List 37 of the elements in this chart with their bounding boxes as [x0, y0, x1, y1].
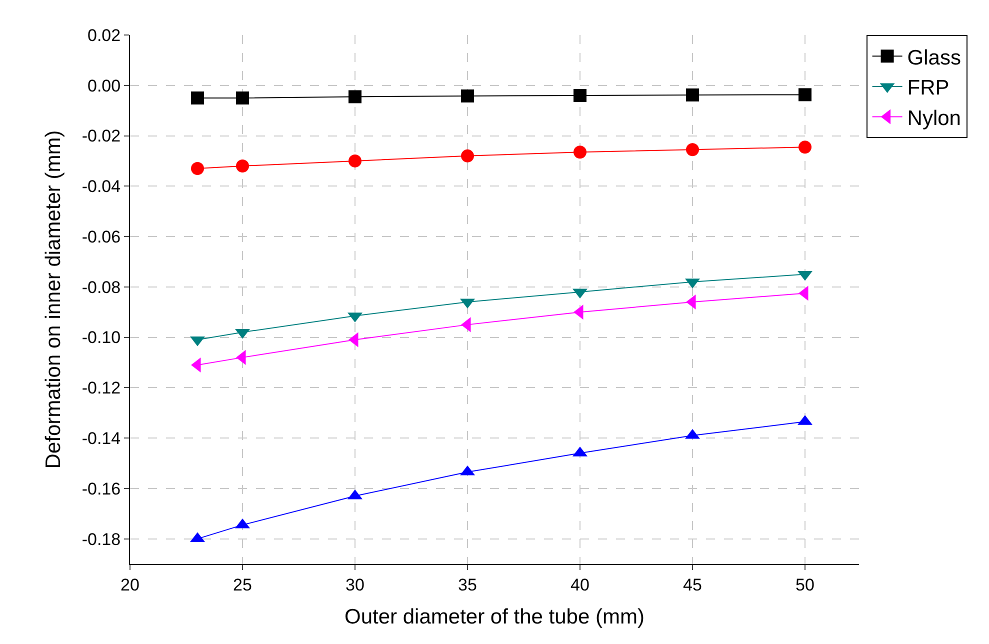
legend-label: Nylon: [907, 106, 961, 130]
point: [461, 89, 474, 102]
x-tick-label: 35: [458, 575, 477, 594]
y-tick-label: -0.04: [82, 177, 121, 196]
legend-label: FRP: [907, 76, 950, 100]
x-tick-label: 20: [120, 575, 140, 594]
point: [191, 162, 204, 176]
legend-label: Glass: [907, 46, 961, 70]
x-tick-label: 25: [233, 575, 252, 594]
point: [574, 88, 586, 102]
y-tick-label: 0.02: [88, 26, 121, 45]
x-tick-label: 50: [796, 575, 814, 594]
y-axis-title: Deformation on inner diameter (mm): [42, 130, 65, 469]
y-tick-label: 0.00: [88, 76, 121, 96]
y-tick-label: -0.10: [82, 328, 121, 348]
y-tick-label: -0.14: [82, 429, 121, 448]
point: [236, 159, 249, 172]
point: [574, 146, 586, 159]
point: [236, 91, 249, 104]
y-tick-label: -0.02: [82, 126, 121, 146]
x-tick-label: 40: [570, 575, 590, 594]
x-axis-title: Outer diameter of the tube (mm): [344, 606, 644, 629]
point: [191, 91, 204, 104]
point: [798, 140, 812, 154]
point: [461, 149, 474, 162]
y-tick-label: -0.18: [82, 530, 121, 549]
y-tick-label: -0.08: [82, 278, 121, 297]
x-tick-label: 45: [683, 575, 702, 594]
point: [798, 88, 812, 102]
point: [348, 90, 362, 104]
point: [686, 88, 699, 102]
point: [686, 143, 699, 156]
x-tick-label: 30: [346, 575, 364, 594]
y-tick-label: -0.16: [82, 479, 121, 498]
point: [348, 154, 362, 168]
y-tick-label: -0.12: [82, 378, 121, 398]
y-tick-label: -0.06: [82, 227, 121, 246]
